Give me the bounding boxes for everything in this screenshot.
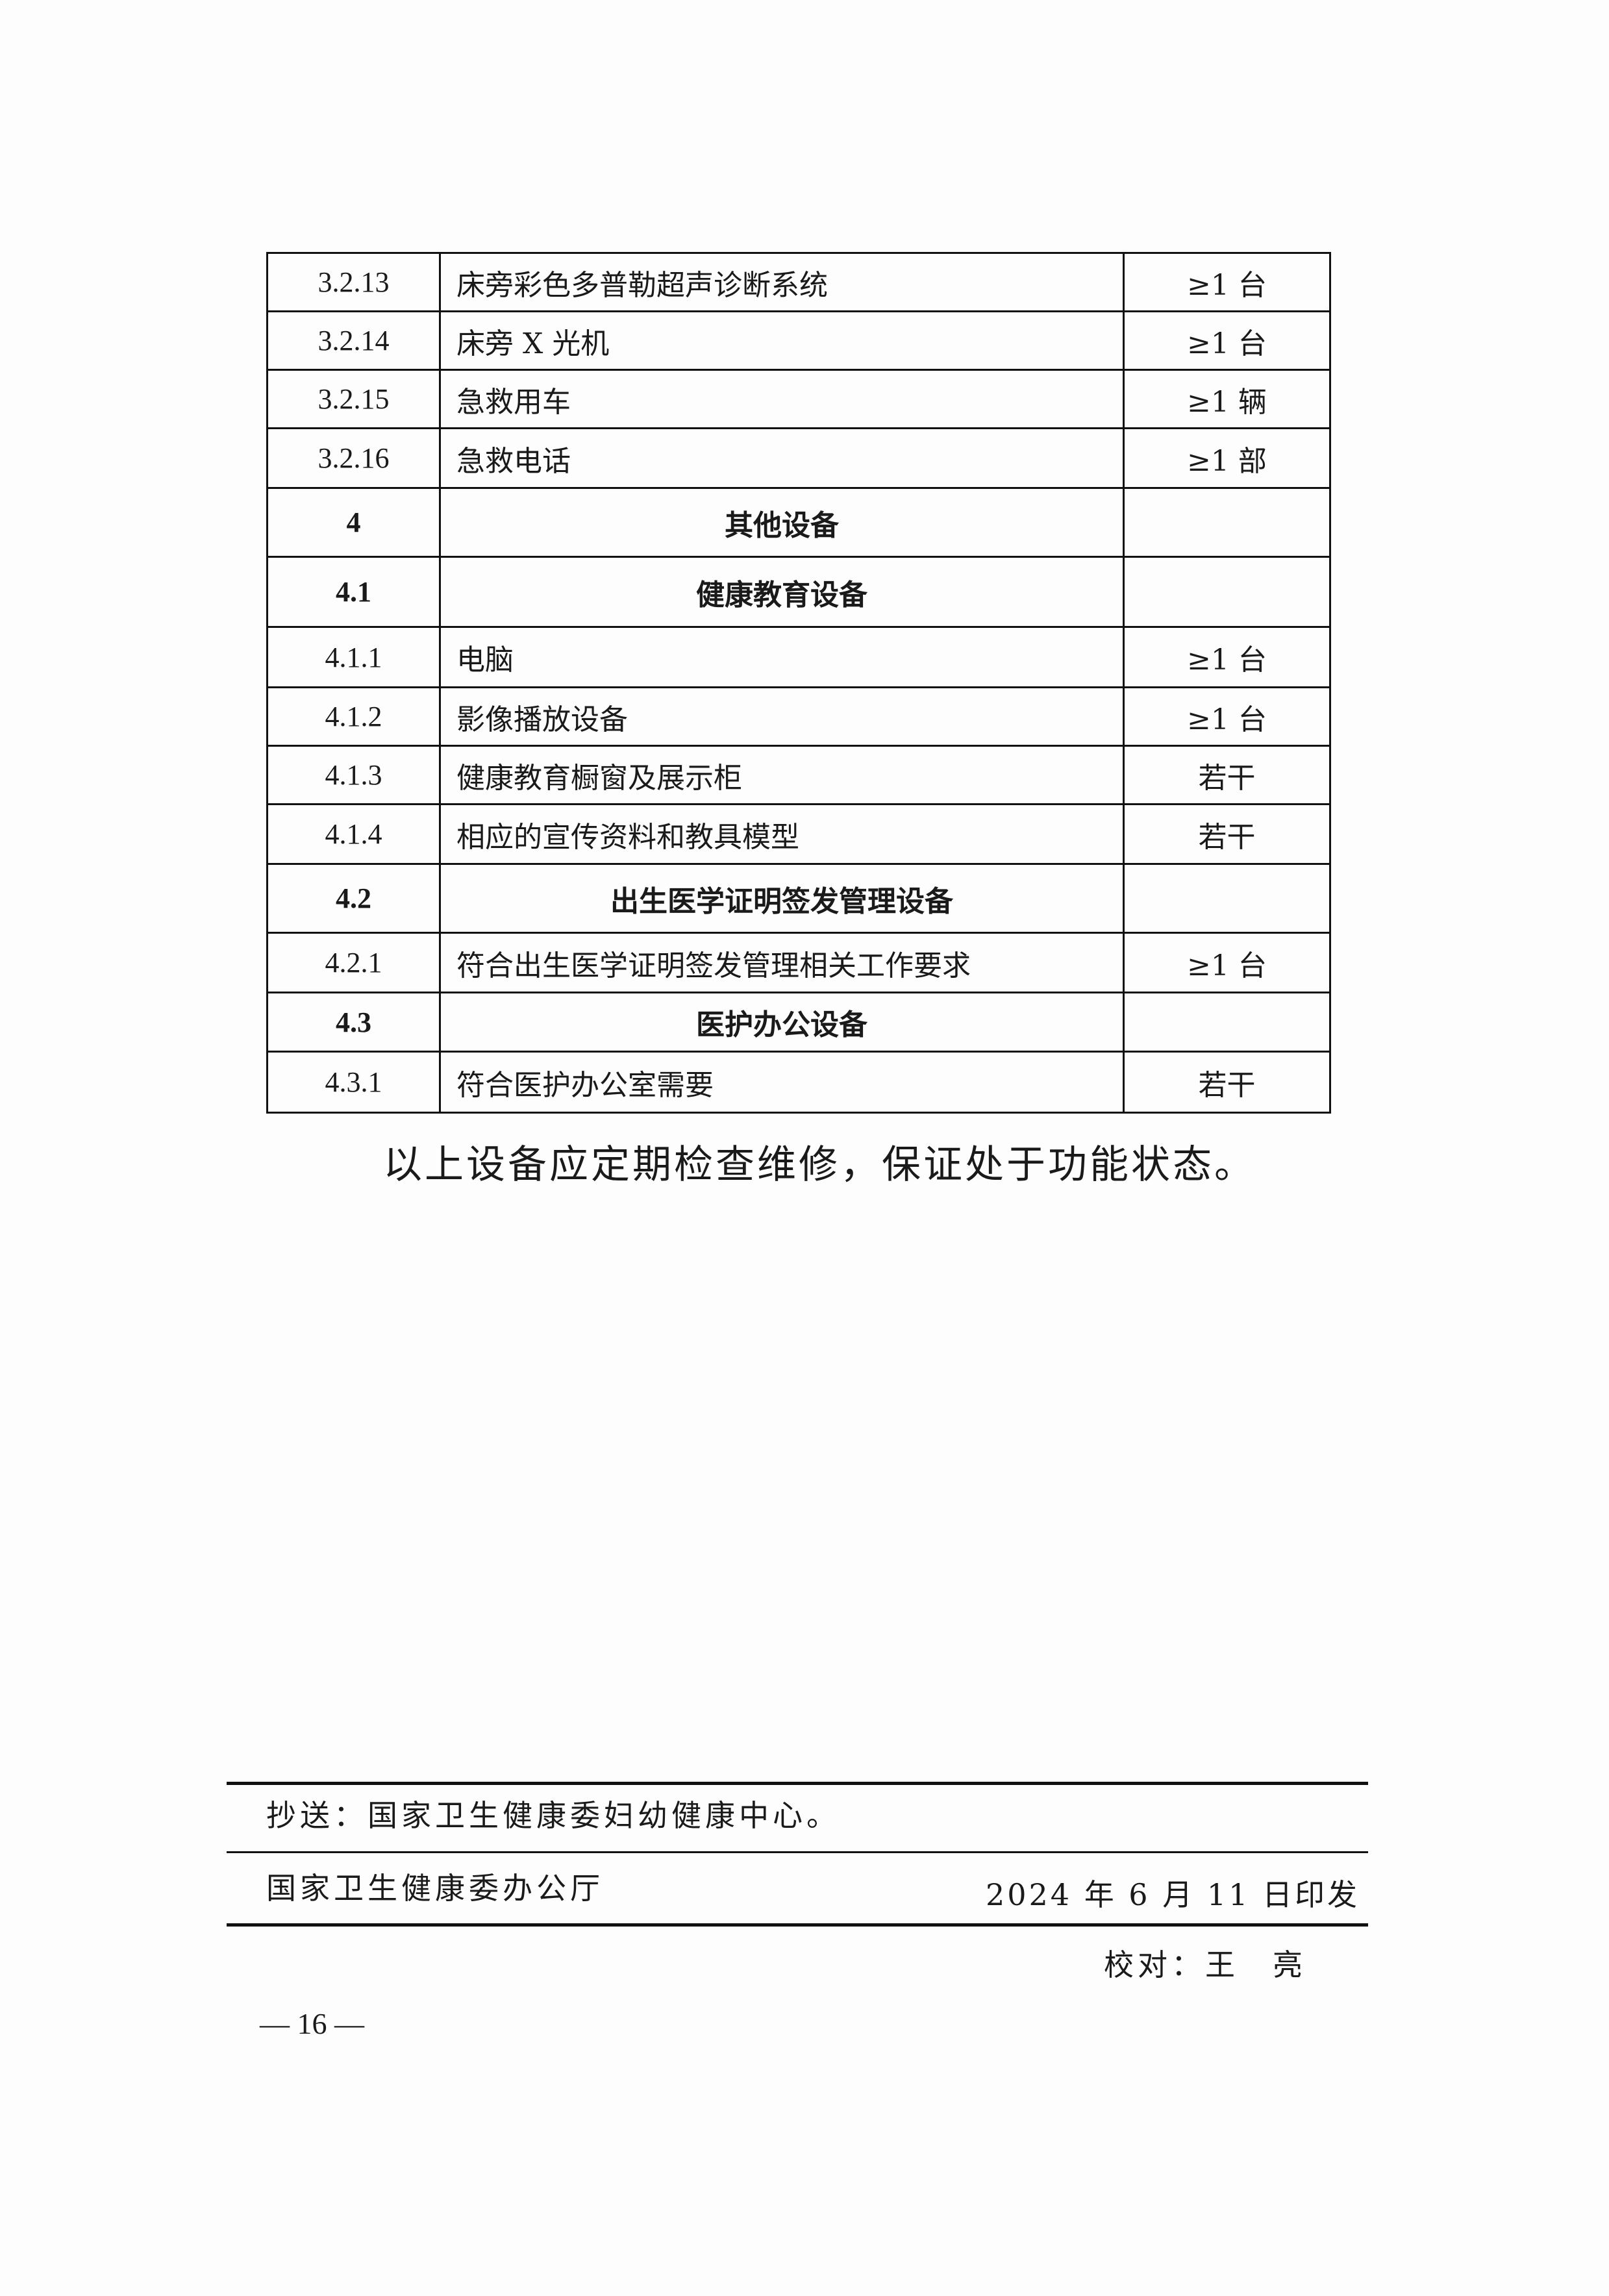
cell-name: 健康教育橱窗及展示柜 bbox=[439, 745, 1125, 805]
cell-num: 4.2 bbox=[266, 863, 441, 934]
maintenance-note: 以上设备应定期检查维修，保证处于功能状态。 bbox=[383, 1142, 1256, 1188]
cell-name: 急救电话 bbox=[439, 427, 1125, 489]
divider-middle bbox=[227, 1851, 1368, 1853]
table-row: 3.2.15 急救用车 ≥1 辆 bbox=[266, 369, 1331, 429]
cell-num: 3.2.14 bbox=[266, 310, 441, 371]
table-section-row: 4.2 出生医学证明签发管理设备 bbox=[266, 863, 1331, 934]
cell-name: 其他设备 bbox=[439, 487, 1125, 558]
cell-name: 床旁 X 光机 bbox=[439, 310, 1125, 371]
cell-num: 4.1.3 bbox=[266, 745, 441, 805]
cell-qty bbox=[1123, 487, 1331, 558]
table-row: 4.3.1 符合医护办公室需要 若干 bbox=[266, 1051, 1331, 1114]
cell-name: 出生医学证明签发管理设备 bbox=[439, 863, 1125, 934]
cell-num: 4 bbox=[266, 487, 441, 558]
cell-name: 急救用车 bbox=[439, 369, 1125, 429]
table-row: 4.2.1 符合出生医学证明签发管理相关工作要求 ≥1 台 bbox=[266, 932, 1331, 993]
cell-num: 4.1.1 bbox=[266, 626, 441, 688]
table-row: 4.1.3 健康教育橱窗及展示柜 若干 bbox=[266, 745, 1331, 805]
table-section-row: 4.3 医护办公设备 bbox=[266, 992, 1331, 1053]
cell-qty: ≥1 部 bbox=[1123, 427, 1331, 489]
cell-name: 健康教育设备 bbox=[439, 556, 1125, 628]
cell-name: 符合出生医学证明签发管理相关工作要求 bbox=[439, 932, 1125, 993]
table-row: 4.1.2 影像播放设备 ≥1 台 bbox=[266, 686, 1331, 747]
issuer: 国家卫生健康委办公厅 bbox=[266, 1871, 604, 1906]
equipment-table: 3.2.13 床旁彩色多普勒超声诊断系统 ≥1 台 3.2.14 床旁 X 光机 ≥1 台… bbox=[266, 252, 1331, 1114]
table-row: 4.1.1 电脑 ≥1 台 bbox=[266, 626, 1331, 688]
cell-name: 符合医护办公室需要 bbox=[439, 1051, 1125, 1114]
cell-num: 4.1.4 bbox=[266, 803, 441, 865]
table-section-row: 4 其他设备 bbox=[266, 487, 1331, 558]
cell-num: 4.3 bbox=[266, 992, 441, 1053]
cell-qty bbox=[1123, 556, 1331, 628]
cell-qty: ≥1 台 bbox=[1123, 626, 1331, 688]
cell-name: 床旁彩色多普勒超声诊断系统 bbox=[439, 252, 1125, 312]
cell-qty: ≥1 台 bbox=[1123, 932, 1331, 993]
table-section-row: 4.1 健康教育设备 bbox=[266, 556, 1331, 628]
cell-name: 医护办公设备 bbox=[439, 992, 1125, 1053]
cell-num: 4.1 bbox=[266, 556, 441, 628]
cell-name: 相应的宣传资料和教具模型 bbox=[439, 803, 1125, 865]
cell-qty: 若干 bbox=[1123, 745, 1331, 805]
divider-top bbox=[227, 1782, 1368, 1785]
page-number: — 16 — bbox=[260, 2007, 364, 2040]
cell-qty: ≥1 台 bbox=[1123, 252, 1331, 312]
table-row: 3.2.14 床旁 X 光机 ≥1 台 bbox=[266, 310, 1331, 371]
cell-num: 3.2.13 bbox=[266, 252, 441, 312]
cell-name: 影像播放设备 bbox=[439, 686, 1125, 747]
table-row: 3.2.13 床旁彩色多普勒超声诊断系统 ≥1 台 bbox=[266, 252, 1331, 312]
table-row: 3.2.16 急救电话 ≥1 部 bbox=[266, 427, 1331, 489]
table-row: 4.1.4 相应的宣传资料和教具模型 若干 bbox=[266, 803, 1331, 865]
cell-num: 3.2.15 bbox=[266, 369, 441, 429]
cell-num: 3.2.16 bbox=[266, 427, 441, 489]
cc-line: 抄送：国家卫生健康委妇幼健康中心。 bbox=[266, 1798, 840, 1833]
cell-qty bbox=[1123, 992, 1331, 1053]
cell-name: 电脑 bbox=[439, 626, 1125, 688]
cell-qty: ≥1 台 bbox=[1123, 686, 1331, 747]
cell-qty: 若干 bbox=[1123, 1051, 1331, 1114]
proofreader: 校对：王 亮 bbox=[1104, 1947, 1306, 1982]
cell-num: 4.1.2 bbox=[266, 686, 441, 747]
cell-qty: ≥1 台 bbox=[1123, 310, 1331, 371]
cell-num: 4.2.1 bbox=[266, 932, 441, 993]
issue-date: 2024 年 6 月 11 日印发 bbox=[986, 1877, 1360, 1912]
cell-qty bbox=[1123, 863, 1331, 934]
cell-qty: 若干 bbox=[1123, 803, 1331, 865]
divider-bottom bbox=[227, 1923, 1368, 1927]
cell-num: 4.3.1 bbox=[266, 1051, 441, 1114]
cell-qty: ≥1 辆 bbox=[1123, 369, 1331, 429]
